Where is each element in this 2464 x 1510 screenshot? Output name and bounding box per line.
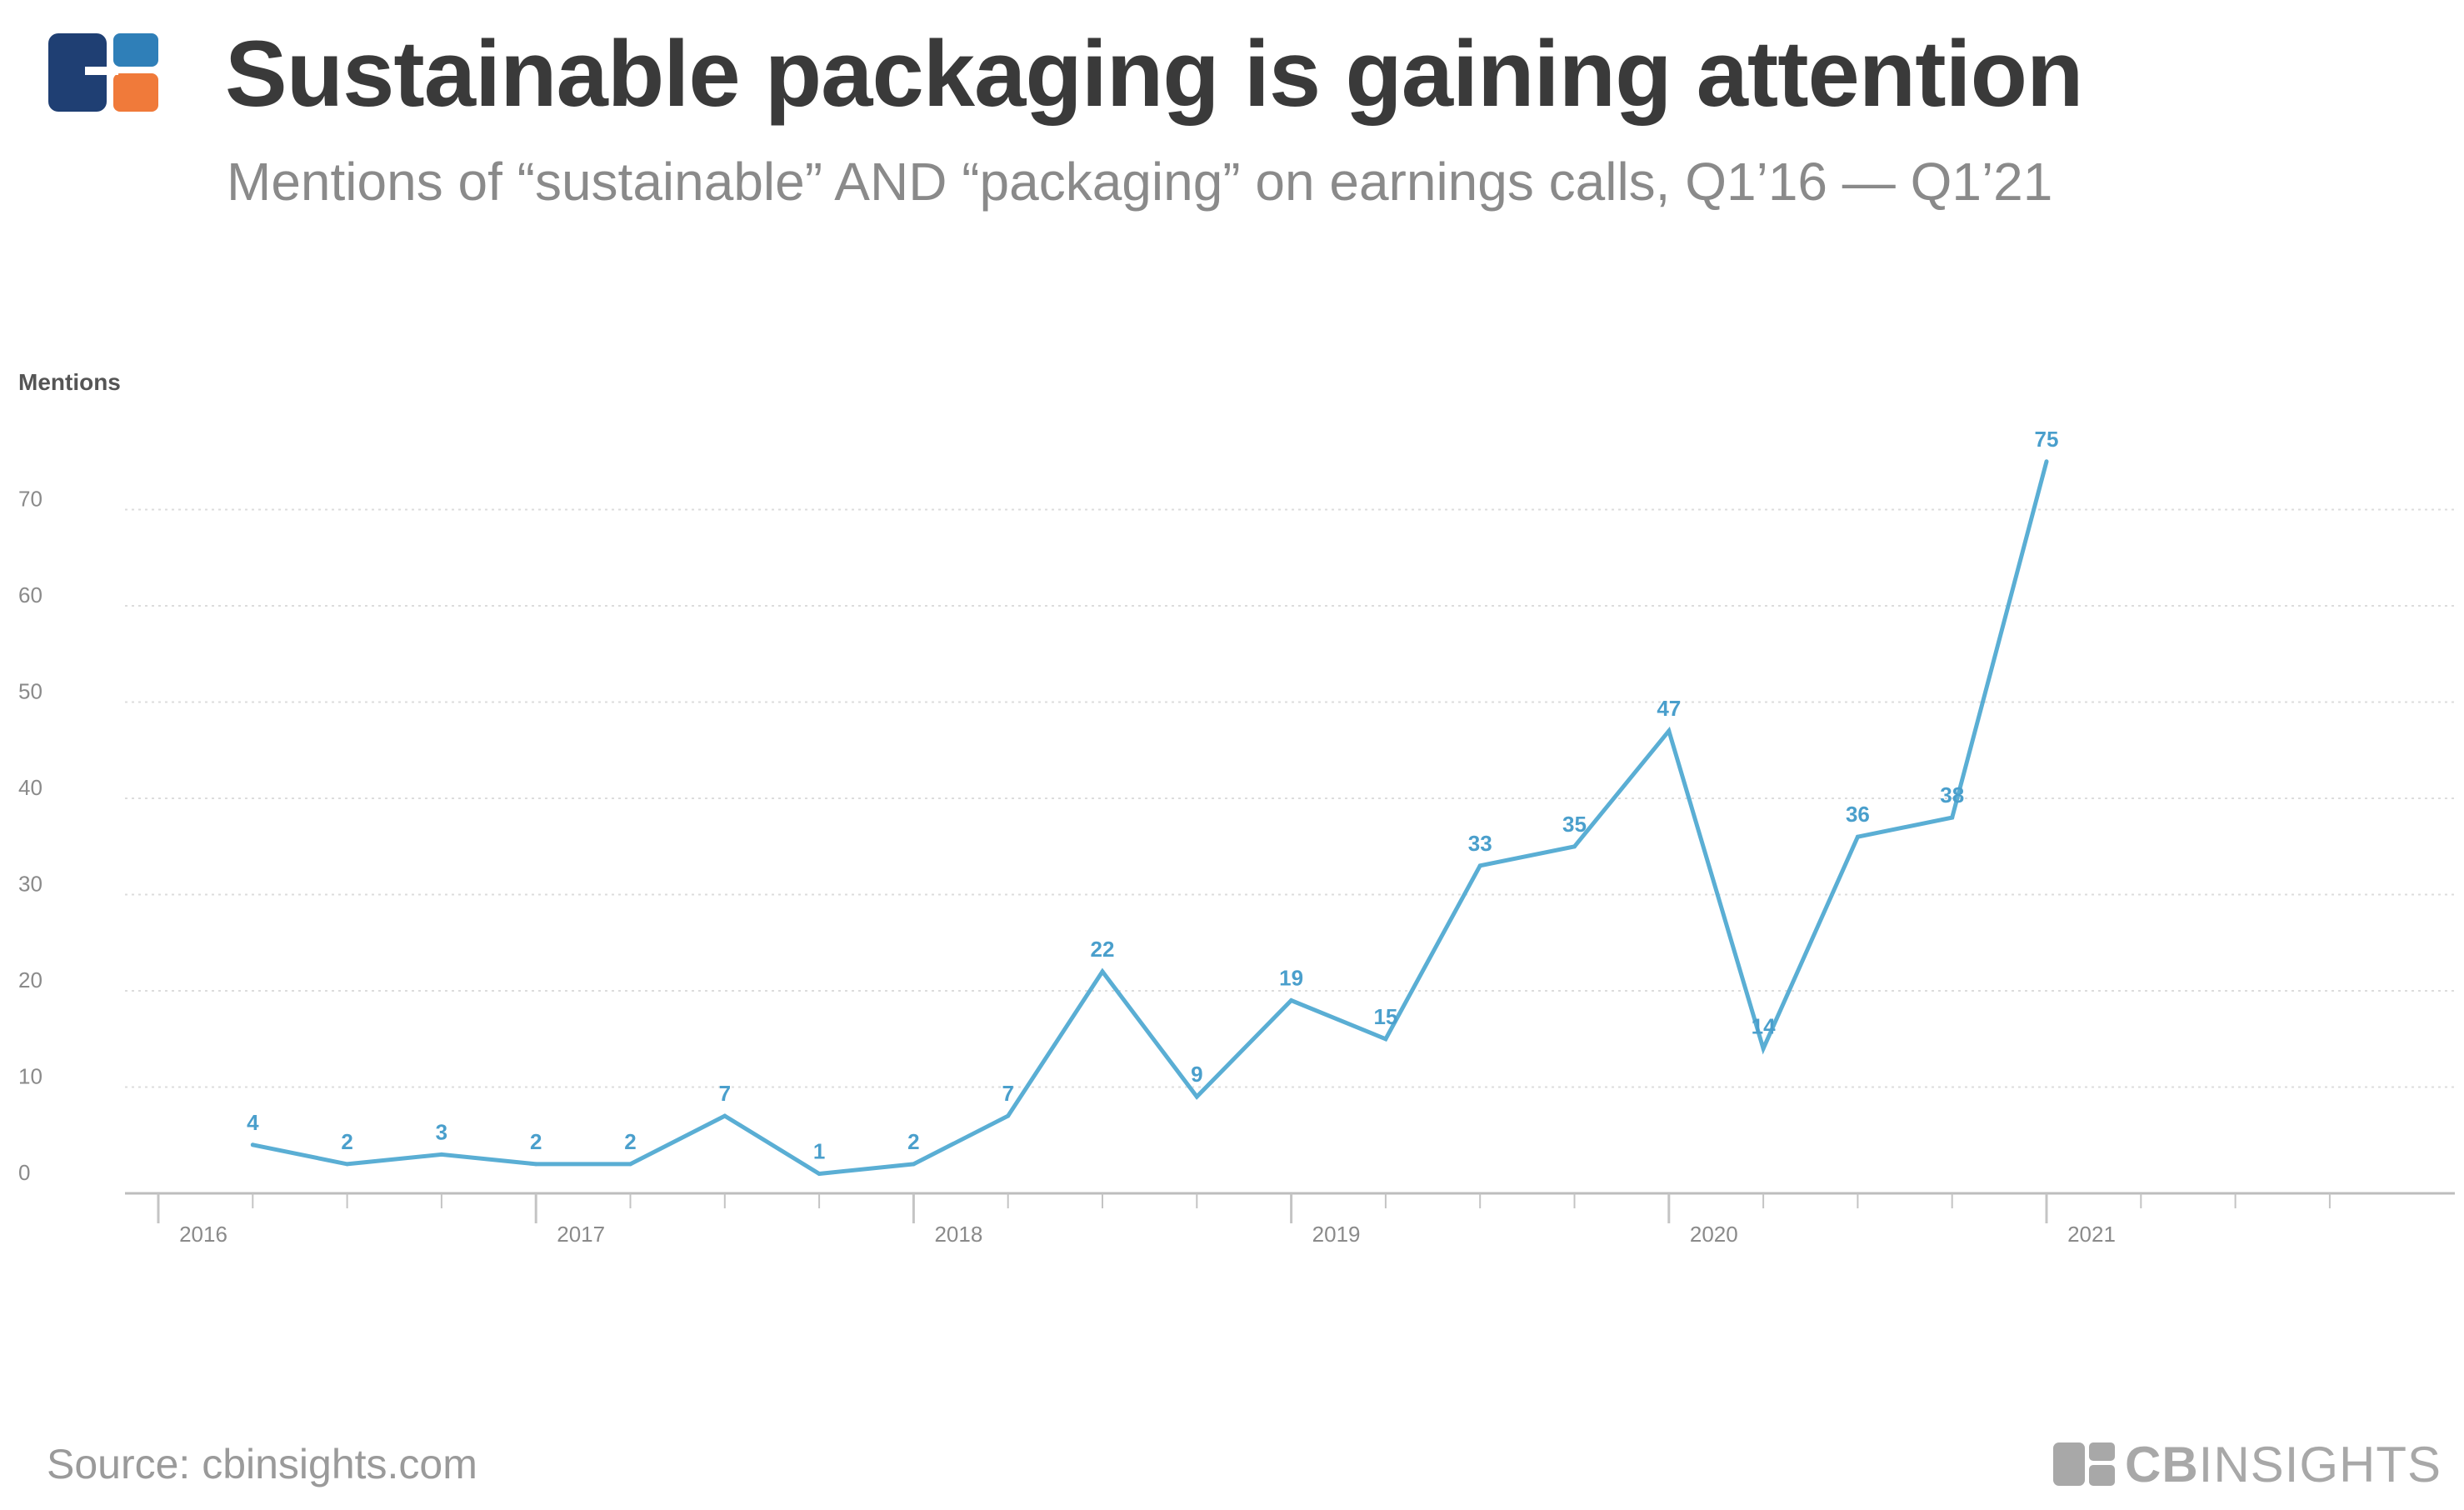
y-tick-label: 30 <box>18 872 42 897</box>
data-label: 7 <box>1002 1081 1013 1106</box>
data-label: 9 <box>1191 1062 1202 1087</box>
data-point <box>1572 844 1577 849</box>
data-point <box>1950 815 1955 820</box>
data-point <box>1667 728 1672 733</box>
y-tick-label: 40 <box>18 775 42 800</box>
line-chart: Mentions 0 10 20 30 40 50 60 70 2016 2017 2018 2019 2… <box>18 369 2455 1247</box>
y-tick-label: 70 <box>18 487 42 512</box>
source-note: Source: cbinsights.com <box>47 1441 477 1488</box>
logo-right-top-block <box>113 33 158 67</box>
data-label: 47 <box>1657 696 1681 721</box>
wordmark-icon <box>2053 1442 2115 1486</box>
data-point <box>817 1171 822 1176</box>
cb-insights-logo <box>48 33 158 112</box>
data-point <box>1006 1113 1011 1118</box>
data-point <box>1761 1046 1766 1051</box>
x-tick-label: 2020 <box>1690 1222 1738 1247</box>
wordmark-text: CBINSIGHTS <box>2125 1436 2442 1492</box>
data-label: 7 <box>719 1081 731 1106</box>
series-line <box>252 461 2049 1177</box>
y-tick-label: 0 <box>18 1160 30 1185</box>
data-point <box>911 1162 916 1167</box>
data-label: 15 <box>1373 1004 1397 1029</box>
data-point <box>1477 863 1482 868</box>
data-point <box>1383 1037 1388 1042</box>
data-point <box>722 1113 727 1118</box>
data-label: 2 <box>907 1129 919 1154</box>
data-point <box>533 1162 538 1167</box>
x-tick-label: 2018 <box>934 1222 982 1247</box>
data-point <box>2044 459 2049 464</box>
data-label: 2 <box>341 1129 352 1154</box>
x-tick-label: 2016 <box>179 1222 227 1247</box>
data-label: 33 <box>1468 831 1492 856</box>
data-label: 2 <box>624 1129 636 1154</box>
data-label: 3 <box>436 1119 447 1144</box>
data-point <box>439 1152 444 1157</box>
data-point <box>1289 998 1294 1003</box>
data-point <box>345 1162 350 1167</box>
y-tick-label: 10 <box>18 1064 42 1089</box>
data-point <box>1194 1094 1199 1099</box>
x-tick-label: 2017 <box>557 1222 605 1247</box>
x-tick-label: 2021 <box>2067 1222 2116 1247</box>
y-tick-label: 20 <box>18 968 42 992</box>
data-label: 1 <box>813 1138 825 1163</box>
y-axis-title: Mentions <box>18 369 121 395</box>
data-point <box>1855 834 1860 839</box>
data-label: 2 <box>530 1129 542 1154</box>
x-tick-label: 2019 <box>1312 1222 1361 1247</box>
data-label: 35 <box>1562 812 1587 837</box>
data-point <box>250 1142 255 1148</box>
data-label: 75 <box>2035 427 2059 452</box>
logo-right-bottom-block <box>113 73 158 112</box>
data-label: 14 <box>1752 1013 1776 1038</box>
data-label: 38 <box>1940 782 1964 808</box>
data-point <box>1100 969 1105 974</box>
page-subtitle: Mentions of “sustainable” AND “packaging… <box>227 152 2053 212</box>
logo-left-block <box>48 33 107 112</box>
y-tick-label: 50 <box>18 679 42 704</box>
data-label: 4 <box>247 1110 259 1135</box>
data-label: 19 <box>1279 966 1303 991</box>
data-point <box>628 1162 632 1167</box>
data-label: 22 <box>1091 937 1115 962</box>
cb-insights-wordmark: CBINSIGHTS <box>2053 1435 2442 1493</box>
y-tick-label: 60 <box>18 582 42 608</box>
page-title: Sustainable packaging is gaining attenti… <box>225 22 2083 126</box>
data-label: 36 <box>1846 802 1870 827</box>
